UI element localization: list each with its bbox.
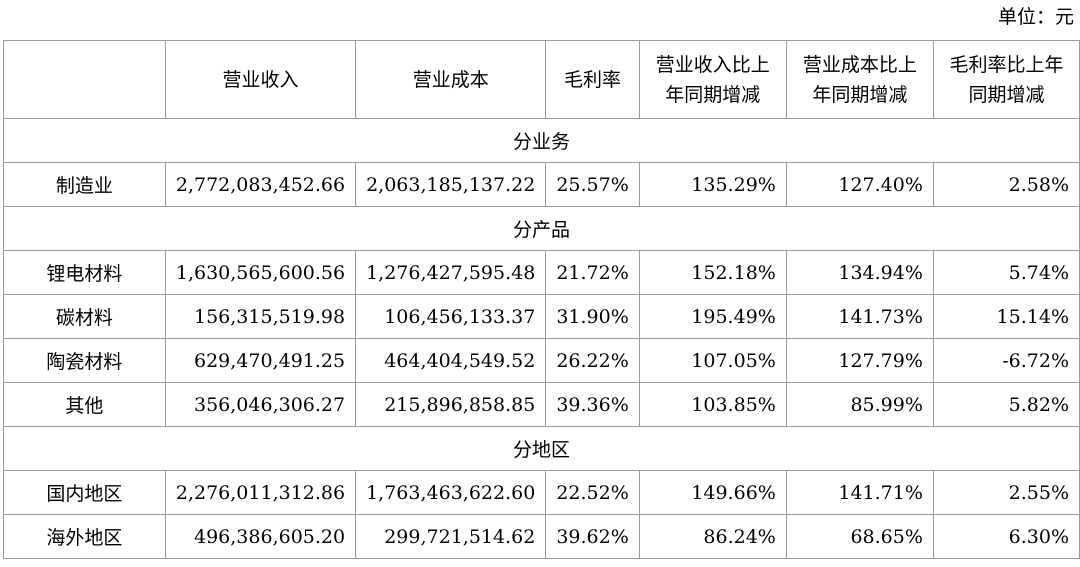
header-row: 营业收入 营业成本 毛利率 营业收入比上年同期增减 营业成本比上年同期增减 毛利…: [3, 40, 1080, 119]
cell-cost-yoy: 141.73%: [785, 294, 934, 339]
table-row: 海外地区 496,386,605.20 299,721,514.62 39.62…: [3, 514, 1080, 559]
cell-margin-yoy: 15.14%: [932, 294, 1080, 339]
header-revenue-yoy: 营业收入比上年同期增减: [638, 40, 787, 119]
row-name: 碳材料: [3, 294, 166, 339]
table-body: 分业务 制造业 2,772,083,452.66 2,063,185,137.2…: [3, 118, 1080, 559]
row-name: 陶瓷材料: [3, 338, 166, 383]
header-blank: [3, 40, 166, 119]
cell-revenue: 2,772,083,452.66: [164, 162, 357, 207]
table-header: 营业收入 营业成本 毛利率 营业收入比上年同期增减 营业成本比上年同期增减 毛利…: [3, 40, 1080, 119]
cell-revenue: 496,386,605.20: [164, 514, 357, 559]
row-name: 海外地区: [3, 514, 166, 559]
table-row: 碳材料 156,315,519.98 106,456,133.37 31.90%…: [3, 294, 1080, 339]
cell-cost: 2,063,185,137.22: [355, 162, 547, 207]
cell-revenue-yoy: 135.29%: [638, 162, 787, 207]
cell-cost-yoy: 141.71%: [785, 470, 934, 515]
row-name: 国内地区: [3, 470, 166, 515]
cell-margin-yoy: -6.72%: [932, 338, 1080, 383]
cell-margin: 25.57%: [545, 162, 640, 207]
cell-cost: 1,763,463,622.60: [355, 470, 547, 515]
cell-cost-yoy: 127.40%: [785, 162, 934, 207]
cell-revenue: 156,315,519.98: [164, 294, 357, 339]
cell-margin-yoy: 6.30%: [932, 514, 1080, 559]
section-title-product: 分产品: [3, 206, 1080, 251]
cell-margin: 31.90%: [545, 294, 640, 339]
cell-cost: 106,456,133.37: [355, 294, 547, 339]
header-cost: 营业成本: [355, 40, 547, 119]
cell-revenue: 1,630,565,600.56: [164, 250, 357, 295]
cell-cost: 1,276,427,595.48: [355, 250, 547, 295]
financial-table: 营业收入 营业成本 毛利率 营业收入比上年同期增减 营业成本比上年同期增减 毛利…: [3, 40, 1080, 559]
cell-margin: 21.72%: [545, 250, 640, 295]
cell-revenue-yoy: 195.49%: [638, 294, 787, 339]
table-row: 国内地区 2,276,011,312.86 1,763,463,622.60 2…: [3, 470, 1080, 515]
cell-cost-yoy: 85.99%: [785, 382, 934, 427]
cell-revenue-yoy: 152.18%: [638, 250, 787, 295]
cell-margin-yoy: 2.55%: [932, 470, 1080, 515]
table-row: 其他 356,046,306.27 215,896,858.85 39.36% …: [3, 382, 1080, 427]
row-name: 锂电材料: [3, 250, 166, 295]
table-row: 锂电材料 1,630,565,600.56 1,276,427,595.48 2…: [3, 250, 1080, 295]
row-name: 制造业: [3, 162, 166, 207]
section-row: 分地区: [3, 426, 1080, 471]
section-row: 分业务: [3, 118, 1080, 163]
header-revenue: 营业收入: [164, 40, 357, 119]
cell-margin-yoy: 2.58%: [932, 162, 1080, 207]
cell-cost: 464,404,549.52: [355, 338, 547, 383]
cell-revenue: 629,470,491.25: [164, 338, 357, 383]
header-margin-yoy: 毛利率比上年同期增减: [932, 40, 1080, 119]
cell-margin-yoy: 5.82%: [932, 382, 1080, 427]
cell-revenue-yoy: 103.85%: [638, 382, 787, 427]
cell-cost: 215,896,858.85: [355, 382, 547, 427]
cell-revenue: 356,046,306.27: [164, 382, 357, 427]
row-name: 其他: [3, 382, 166, 427]
section-title-region: 分地区: [3, 426, 1080, 471]
cell-cost-yoy: 134.94%: [785, 250, 934, 295]
table-row: 陶瓷材料 629,470,491.25 464,404,549.52 26.22…: [3, 338, 1080, 383]
cell-cost-yoy: 68.65%: [785, 514, 934, 559]
cell-revenue-yoy: 86.24%: [638, 514, 787, 559]
header-margin: 毛利率: [545, 40, 640, 119]
cell-revenue-yoy: 107.05%: [638, 338, 787, 383]
header-cost-yoy: 营业成本比上年同期增减: [785, 40, 934, 119]
unit-label: 单位：元: [997, 6, 1074, 28]
cell-margin: 22.52%: [545, 470, 640, 515]
cell-margin: 39.36%: [545, 382, 640, 427]
cell-margin: 26.22%: [545, 338, 640, 383]
cell-cost-yoy: 127.79%: [785, 338, 934, 383]
cell-margin: 39.62%: [545, 514, 640, 559]
section-title-business: 分业务: [3, 118, 1080, 163]
table-row: 制造业 2,772,083,452.66 2,063,185,137.22 25…: [3, 162, 1080, 207]
section-row: 分产品: [3, 206, 1080, 251]
cell-revenue-yoy: 149.66%: [638, 470, 787, 515]
cell-revenue: 2,276,011,312.86: [164, 470, 357, 515]
cell-cost: 299,721,514.62: [355, 514, 547, 559]
cell-margin-yoy: 5.74%: [932, 250, 1080, 295]
